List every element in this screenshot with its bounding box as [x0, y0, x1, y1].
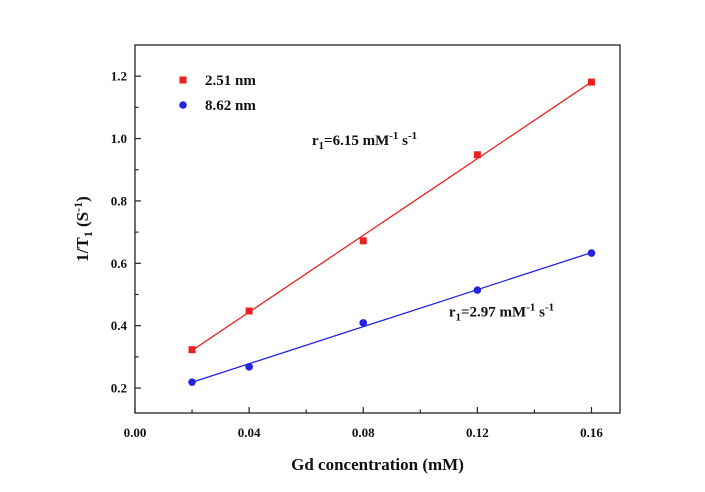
y-axis-label: 1/T1 (S-1) — [71, 196, 95, 262]
x-axis-label: Gd concentration (mM) — [291, 455, 464, 474]
y-tick-label: 0.2 — [111, 381, 127, 396]
x-tick-label: 0.12 — [466, 425, 489, 440]
legend-marker-square — [179, 76, 187, 84]
rate-annotation: r1=6.15 mM-1 s-1 — [312, 130, 417, 152]
y-tick-label: 0.8 — [111, 193, 128, 208]
data-point-square — [473, 151, 481, 159]
data-point-circle — [359, 319, 368, 327]
legend-label: 2.51 nm — [205, 73, 256, 89]
data-point-circle — [245, 363, 253, 371]
y-tick-label: 0.6 — [111, 256, 128, 271]
data-point-square — [587, 78, 595, 86]
legend: 2.51 nm 8.62 nm — [179, 73, 256, 114]
axes: 0.00 0.04 0.08 0.12 0.16 0.2 0.4 0.6 0.8 1.0 1.2 — [111, 44, 621, 440]
y-tick-label: 0.4 — [111, 318, 128, 333]
x-tick-label: 0.04 — [238, 425, 261, 440]
x-tick-label: 0.16 — [580, 425, 603, 440]
data-point-circle — [587, 249, 596, 257]
plot-frame — [134, 44, 621, 414]
data-point-square — [245, 307, 253, 315]
data-point-square — [188, 346, 196, 354]
legend-marker-circle — [179, 101, 187, 109]
legend-label: 8.62 nm — [205, 98, 256, 114]
x-tick-label: 0.00 — [124, 425, 147, 440]
annotations: r1=6.15 mM-1 s-1 r1=2.97 mM-1 s-1 — [312, 130, 554, 324]
data-point-circle — [188, 378, 196, 386]
axis-labels: Gd concentration (mM) 1/T1 (S-1) — [71, 196, 464, 474]
data-point-circle — [473, 286, 482, 294]
fit-line-8-62-nm — [191, 251, 592, 383]
data-points — [188, 78, 596, 386]
rate-annotation: r1=2.97 mM-1 s-1 — [449, 301, 554, 323]
y-tick-label: 1.2 — [111, 69, 127, 84]
fit-lines — [191, 81, 592, 383]
y-tick-label: 1.0 — [111, 131, 127, 146]
data-point-square — [359, 237, 367, 245]
x-tick-label: 0.08 — [352, 425, 375, 440]
fit-line-2-51-nm — [191, 81, 592, 351]
